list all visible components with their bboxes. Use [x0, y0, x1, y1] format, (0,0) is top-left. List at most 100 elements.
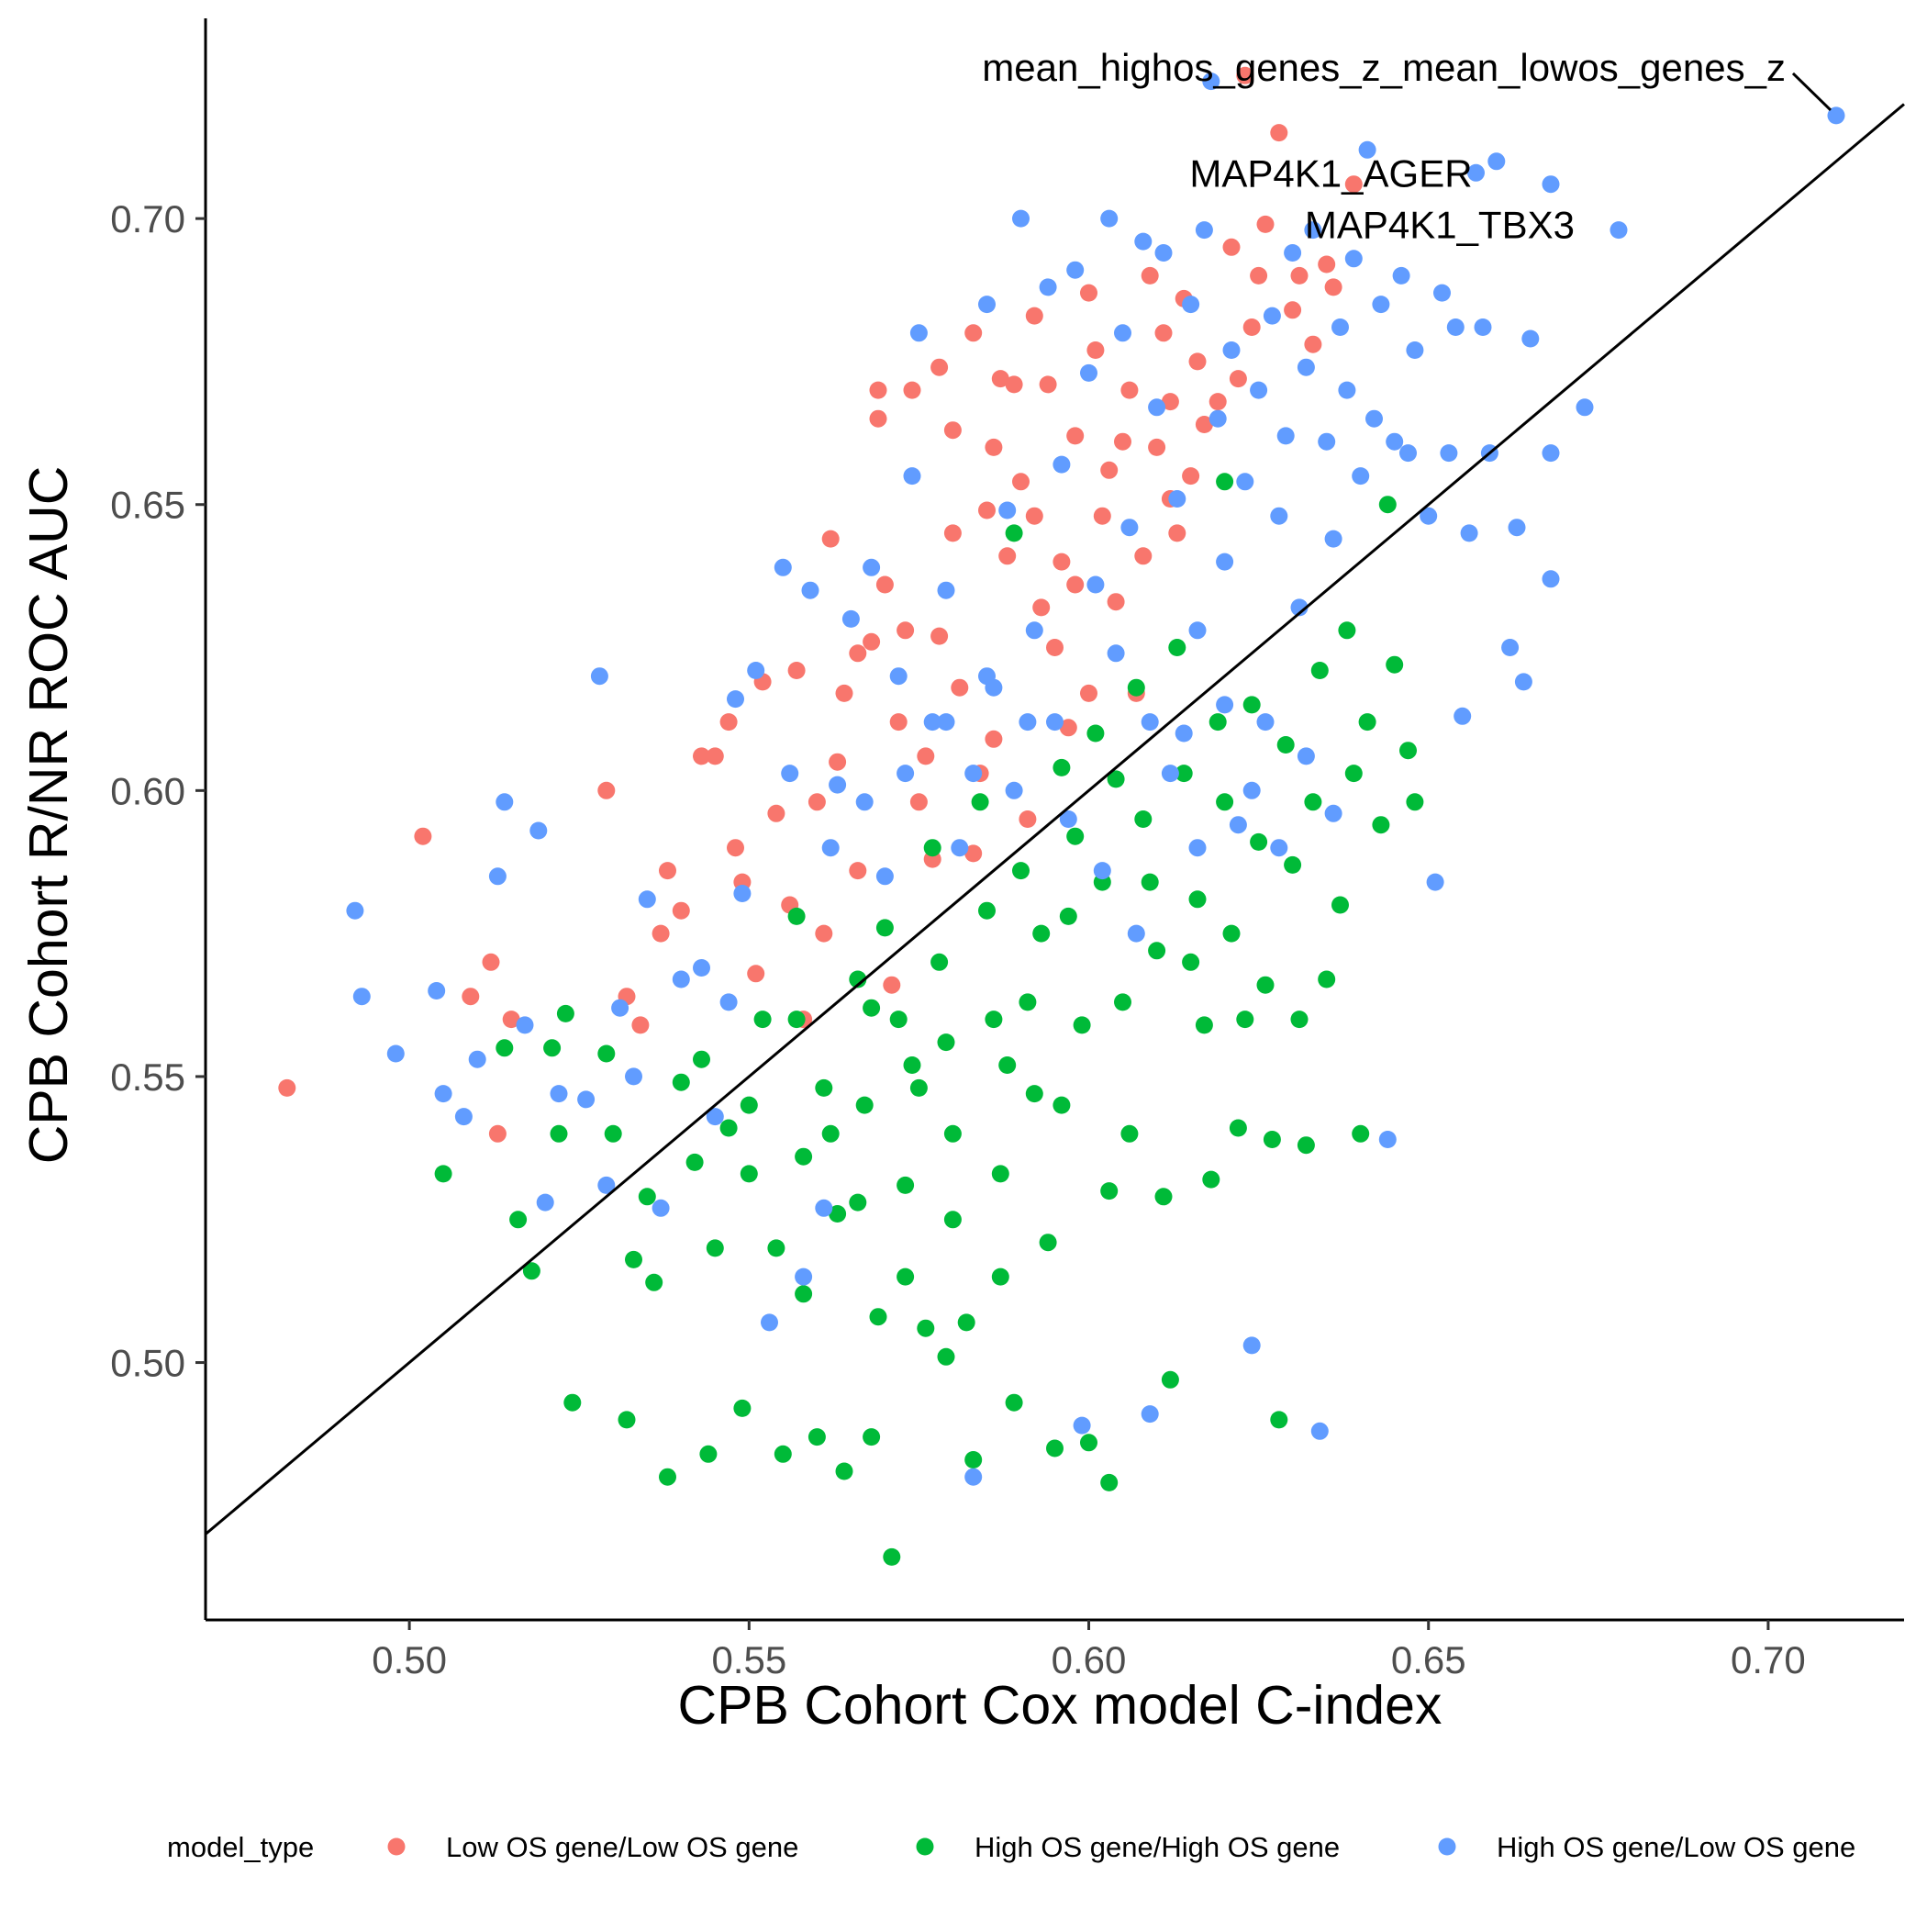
data-point [454, 1108, 473, 1126]
data-point [1372, 816, 1390, 834]
data-point [917, 747, 935, 765]
data-point [693, 747, 710, 765]
data-point [604, 1124, 622, 1143]
data-point [1209, 393, 1227, 411]
data-point [781, 765, 799, 783]
data-point [1250, 832, 1268, 851]
data-point [1141, 1405, 1159, 1424]
data-point [1827, 106, 1845, 125]
data-point [1216, 473, 1234, 491]
data-point [550, 1124, 568, 1143]
data-point [1120, 381, 1139, 399]
data-point [1148, 398, 1166, 417]
data-point [1331, 896, 1349, 914]
data-point [1005, 1393, 1023, 1412]
data-point [1066, 827, 1085, 845]
data-point [1019, 713, 1037, 731]
data-point [821, 839, 840, 857]
data-point [1392, 266, 1410, 285]
x-axis-title: CPB Cohort Cox model C-index [678, 1675, 1442, 1736]
data-point [1229, 370, 1247, 388]
data-point [496, 1039, 514, 1057]
annotation-leader-line [1791, 72, 1832, 112]
data-point [1352, 467, 1370, 486]
data-point [1188, 352, 1207, 371]
data-point [937, 713, 955, 731]
data-point [1297, 358, 1315, 376]
data-point [801, 581, 819, 599]
data-point [1284, 244, 1302, 262]
data-point [1032, 924, 1051, 943]
data-point [1236, 66, 1254, 84]
data-point [1256, 215, 1275, 233]
data-point [597, 1176, 616, 1194]
data-point [529, 821, 548, 840]
legend-key [387, 1837, 406, 1856]
data-point [352, 988, 371, 1006]
data-point [659, 862, 676, 880]
data-point [1175, 765, 1193, 783]
data-point [883, 976, 901, 994]
data-point [815, 1078, 833, 1097]
data-point [1195, 416, 1213, 433]
data-point [672, 1073, 690, 1091]
data-point [869, 409, 887, 428]
data-point [897, 621, 915, 640]
data-point [821, 530, 840, 548]
data-point [1216, 696, 1234, 714]
data-point [1209, 409, 1227, 428]
data-point [1229, 1119, 1247, 1137]
data-point [1148, 438, 1166, 456]
data-point [1324, 278, 1342, 296]
points-layer [278, 66, 1845, 1566]
data-point [1188, 890, 1207, 909]
data-point [897, 1268, 915, 1286]
data-point [1236, 473, 1254, 491]
data-point [1344, 765, 1363, 783]
data-point [1053, 758, 1071, 776]
data-point [1242, 696, 1261, 714]
data-point [1005, 781, 1023, 799]
data-point [414, 827, 432, 845]
data-point [1270, 839, 1288, 857]
data-point [1365, 409, 1383, 428]
data-point [1216, 553, 1234, 571]
data-point [1446, 318, 1465, 336]
legend-entry-label: High OS gene/Low OS gene [1497, 1831, 1855, 1863]
data-point [1080, 363, 1097, 382]
x-tick-label: 0.65 [1391, 1638, 1466, 1681]
data-point [706, 747, 724, 765]
x-tick-label: 0.60 [1052, 1638, 1127, 1681]
data-point [1148, 942, 1166, 960]
data-point [1521, 329, 1540, 348]
data-point [943, 1211, 962, 1229]
ticks-layer: 0.50 0.55 0.60 0.65 0.70 0.50 0.55 0.60 0.65 0.70 [110, 197, 1806, 1681]
data-point [909, 1078, 928, 1097]
y-tick-label: 0.60 [110, 769, 185, 812]
data-point [346, 901, 364, 920]
y-tick-label: 0.65 [110, 484, 185, 527]
data-point [849, 862, 867, 880]
data-point [1168, 639, 1186, 656]
data-point [978, 667, 996, 686]
data-point [815, 924, 833, 943]
data-point [1256, 713, 1275, 731]
data-point [740, 1096, 758, 1114]
data-point [1039, 1234, 1057, 1252]
data-point [1487, 152, 1506, 171]
data-point [1358, 140, 1376, 159]
data-point [1134, 547, 1153, 565]
data-point [875, 575, 894, 594]
data-point [855, 1096, 874, 1114]
data-point [1610, 221, 1628, 240]
data-point [1297, 747, 1315, 765]
data-point [835, 1462, 853, 1480]
data-point [693, 959, 710, 977]
data-point [909, 793, 928, 811]
data-point [1242, 781, 1261, 799]
data-point [1114, 432, 1131, 451]
data-point [829, 776, 847, 794]
data-point [978, 501, 996, 519]
data-point [1141, 266, 1159, 285]
data-point [706, 1108, 724, 1126]
